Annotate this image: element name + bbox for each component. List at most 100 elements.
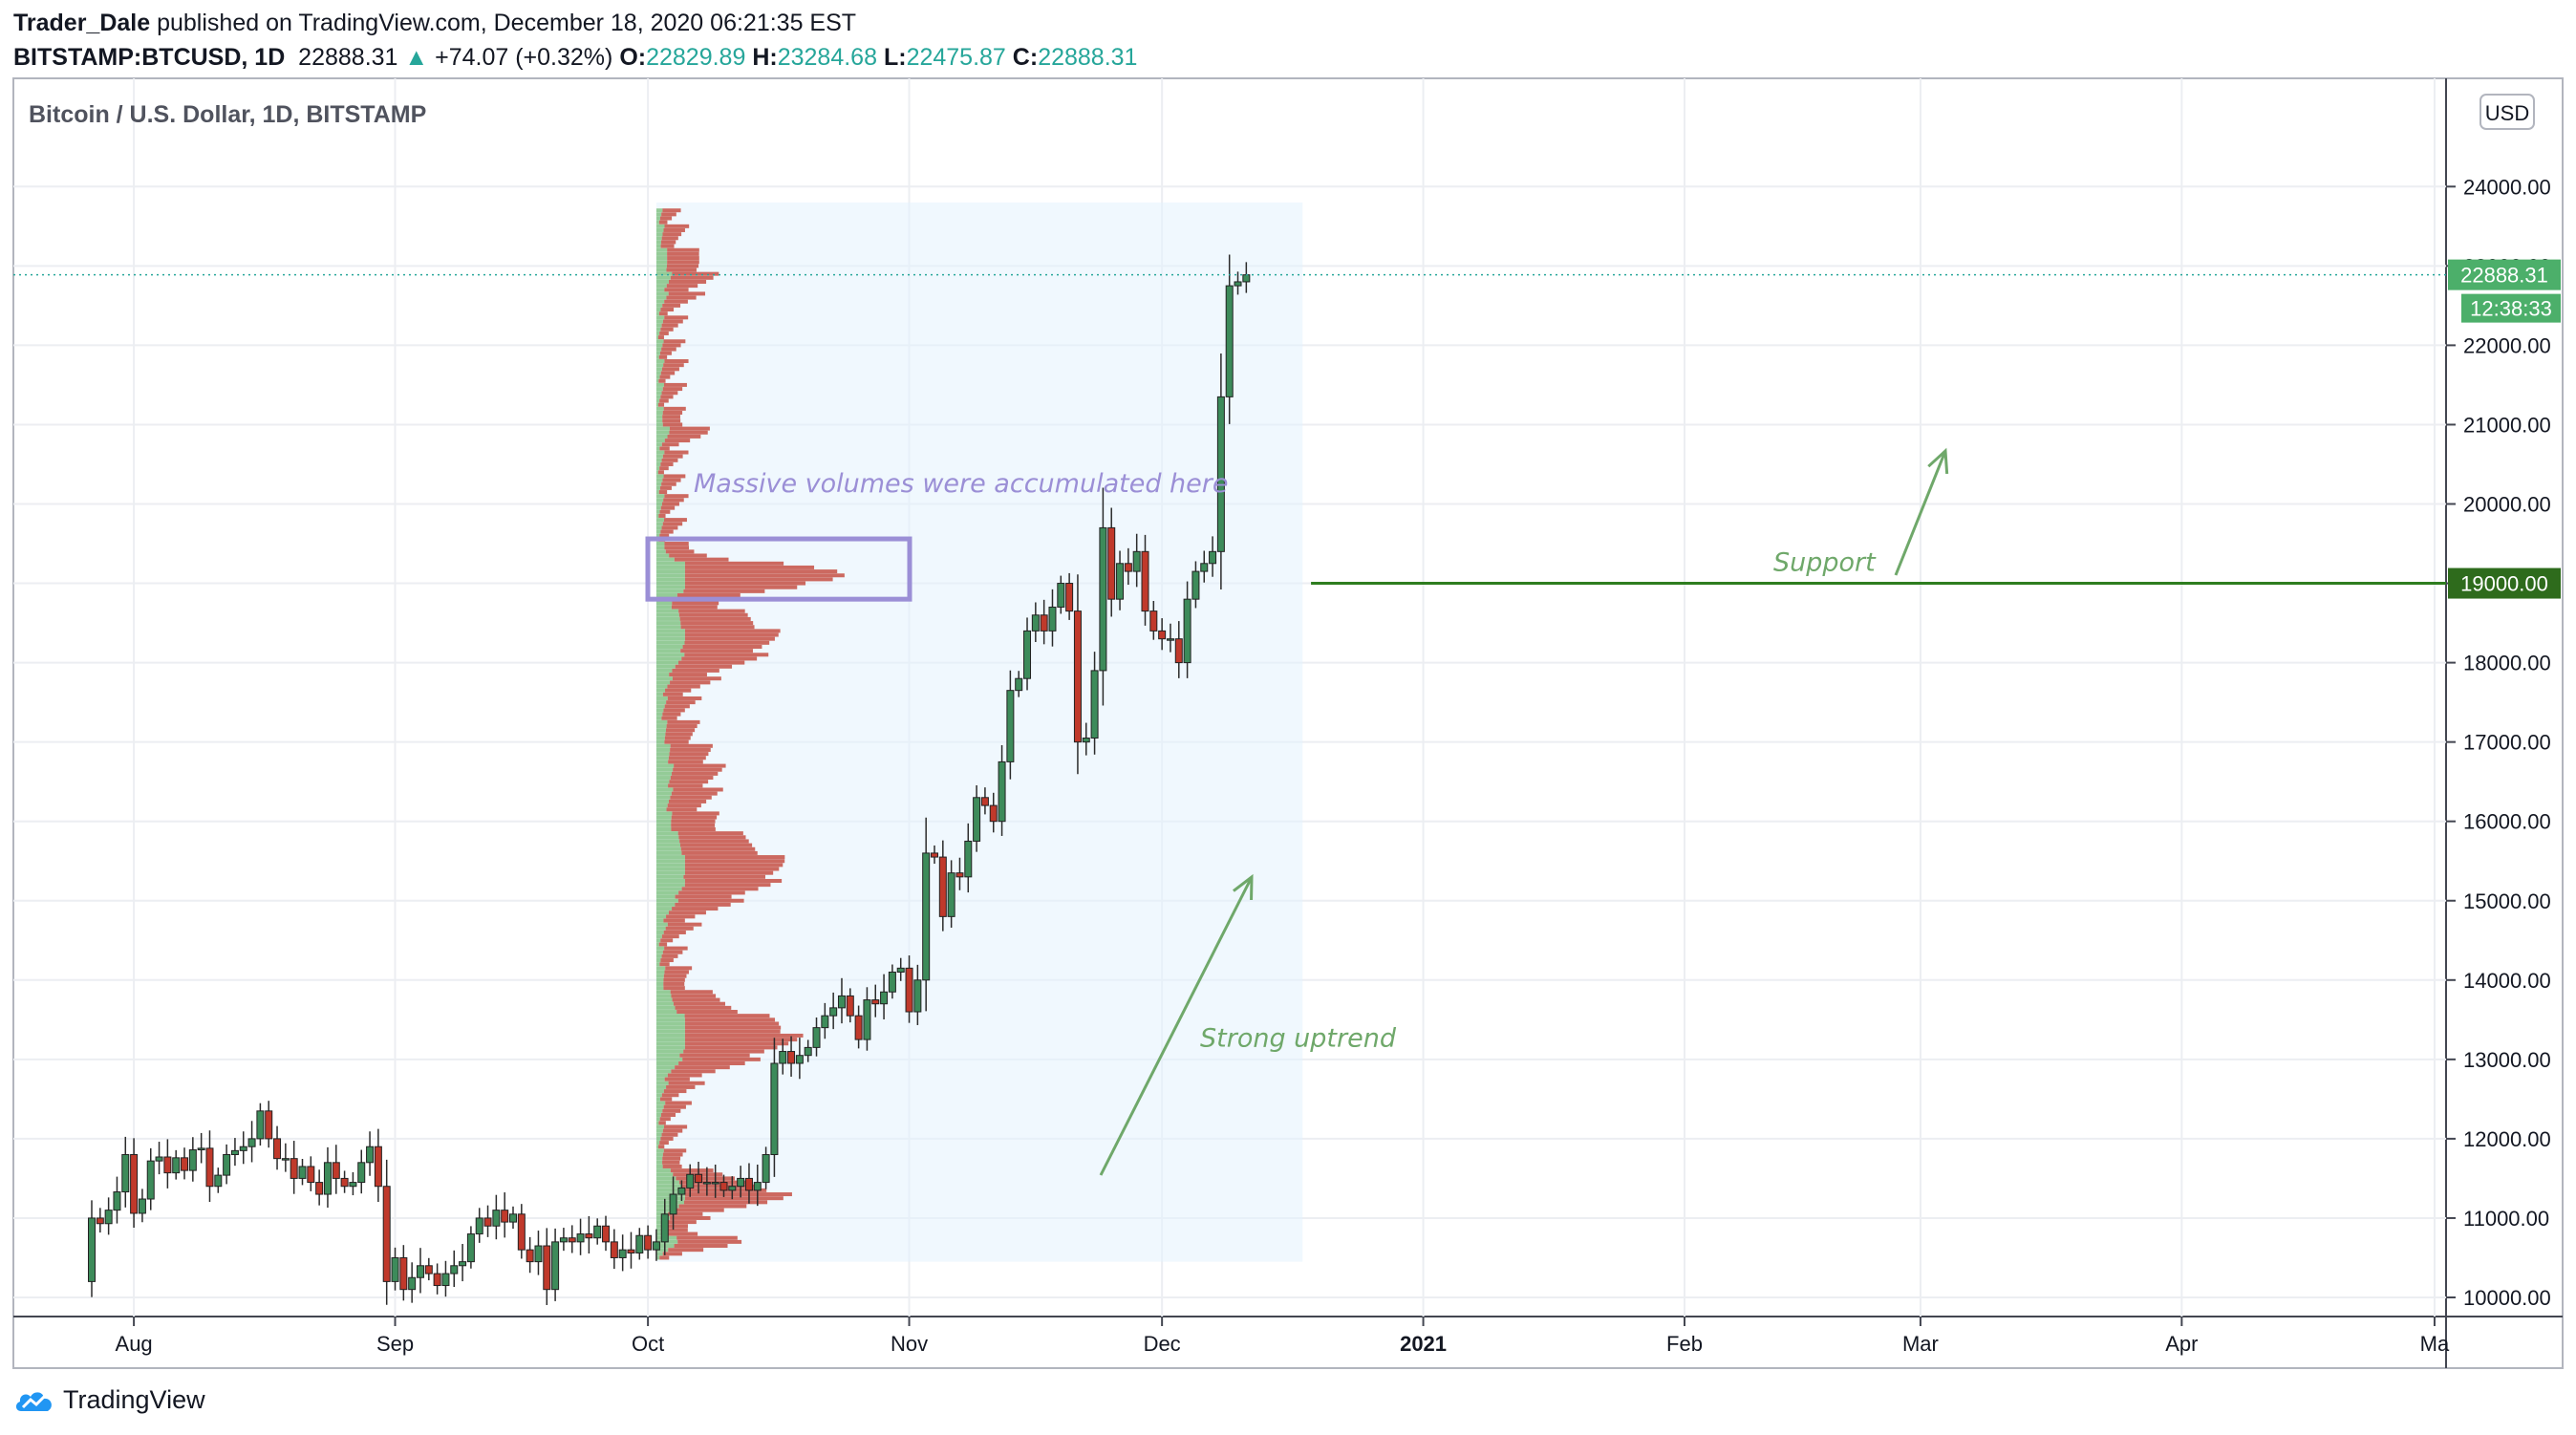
volume-bar-buy <box>655 533 660 538</box>
symbol-label[interactable]: BITSTAMP:BTCUSD, 1D <box>13 44 286 71</box>
volume-bar-buy <box>655 327 661 332</box>
volume-bar-buy <box>655 803 668 808</box>
volume-bar-sell <box>669 553 707 558</box>
volume-bar-sell <box>684 878 783 883</box>
volume-bar-buy <box>655 621 681 626</box>
volume-bar-sell <box>667 803 701 808</box>
publish-line: Trader_Dale published on TradingView.com… <box>13 6 1137 40</box>
volume-bar-buy <box>655 291 669 296</box>
volume-bar-sell <box>669 430 708 435</box>
volume-bar-buy <box>655 395 661 399</box>
volume-bar-buy <box>655 863 685 867</box>
volume-bar-sell <box>661 442 679 447</box>
volume-bar-buy <box>655 410 663 415</box>
chart-header: Trader_Dale published on TradingView.com… <box>13 6 1137 75</box>
candle-body <box>795 1055 804 1064</box>
volume-bar-buy <box>655 977 664 982</box>
volume-bar-buy <box>655 867 685 871</box>
volume-bar-buy <box>655 966 666 971</box>
volume-bar-buy <box>655 561 685 566</box>
tradingview-logo[interactable]: TradingView <box>13 1385 205 1415</box>
volume-bar-buy <box>655 807 667 812</box>
volume-bar-sell <box>679 839 749 844</box>
candle-body <box>172 1157 181 1174</box>
high-value: 23284.68 <box>777 44 877 71</box>
volume-bar-buy <box>655 232 663 237</box>
volume-bar-buy <box>655 771 673 776</box>
volume-bar-buy <box>655 1204 679 1209</box>
publish-info: published on TradingView.com, December 1… <box>157 10 857 36</box>
volume-bar-sell <box>670 275 714 280</box>
candle-body <box>1090 670 1099 739</box>
volume-bar-sell <box>668 760 703 764</box>
volume-bar-buy <box>655 573 685 578</box>
volume-bar-sell <box>673 787 723 792</box>
candle-body <box>677 1187 686 1195</box>
currency-badge[interactable]: USD <box>2479 94 2535 130</box>
volume-bar-sell <box>663 708 685 713</box>
volume-bar-buy <box>655 1252 663 1256</box>
volume-bar-sell <box>662 1152 683 1157</box>
volume-bar-sell <box>663 518 687 523</box>
volume-bar-sell <box>663 498 684 503</box>
volume-bar-buy <box>655 612 679 617</box>
volume-bar-sell <box>665 549 695 554</box>
candle-body <box>905 967 913 1013</box>
volume-bar-sell <box>662 1160 680 1165</box>
x-tick-label: Aug <box>116 1332 153 1356</box>
x-tick-label: Oct <box>632 1332 664 1356</box>
volume-bar-buy <box>655 736 665 740</box>
candle-body <box>1242 274 1251 283</box>
candle-body <box>568 1237 576 1243</box>
volume-bar-buy <box>655 402 658 407</box>
volume-bar-buy <box>655 577 685 582</box>
volume-bar-sell <box>668 1211 703 1216</box>
volume-bar-sell <box>661 367 679 372</box>
volume-bar-sell <box>675 664 733 669</box>
volume-bar-sell <box>669 426 710 431</box>
volume-bar-sell <box>663 930 686 934</box>
volume-bar-sell <box>660 1112 676 1117</box>
volume-bar-buy <box>655 994 672 998</box>
volume-bar-sell <box>661 525 678 530</box>
x-tick-label: Nov <box>891 1332 928 1356</box>
volume-bar-sell <box>678 1204 747 1209</box>
volume-bar-buy <box>655 363 664 368</box>
author-name[interactable]: Trader_Dale <box>13 10 151 36</box>
chart-title: Bitcoin / U.S. Dollar, 1D, BITSTAMP <box>29 101 426 128</box>
volume-bar-buy <box>655 811 673 816</box>
candle-body <box>290 1158 298 1179</box>
x-tick-label: 2021 <box>1400 1332 1447 1356</box>
candle-body <box>728 1186 737 1191</box>
volume-bar-sell <box>663 382 687 387</box>
volume-profile-region <box>655 202 1303 1262</box>
volume-bar-buy <box>655 930 664 934</box>
volume-bar-buy <box>655 434 668 439</box>
volume-bar-sell <box>661 934 679 939</box>
volume-bar-buy <box>655 974 664 978</box>
candle-body <box>265 1110 273 1140</box>
volume-bar-buy <box>655 1045 685 1050</box>
volume-bar-buy <box>655 485 660 490</box>
volume-bar-buy <box>655 1224 665 1229</box>
volume-bar-sell <box>661 1093 679 1098</box>
volume-bar-sell <box>684 629 781 633</box>
candle-body <box>450 1265 459 1274</box>
volume-bar-buy <box>655 208 663 213</box>
volume-bar-buy <box>655 747 671 752</box>
volume-bar-sell <box>657 470 664 475</box>
volume-bar-sell <box>684 1029 781 1034</box>
volume-bar-buy <box>655 728 666 733</box>
volume-bar-buy <box>655 1049 684 1054</box>
candle-body <box>812 1027 821 1048</box>
volume-bar-buy <box>655 1053 680 1058</box>
volume-bar-sell <box>664 704 690 709</box>
volume-bar-sell <box>664 315 689 320</box>
y-tick-label: 18000.00 <box>2463 652 2551 675</box>
volume-bar-sell <box>664 736 691 740</box>
candle-body <box>1031 614 1040 632</box>
candle-body <box>517 1213 526 1251</box>
volume-bar-sell <box>679 1053 750 1058</box>
volume-bar-buy <box>655 1188 684 1192</box>
